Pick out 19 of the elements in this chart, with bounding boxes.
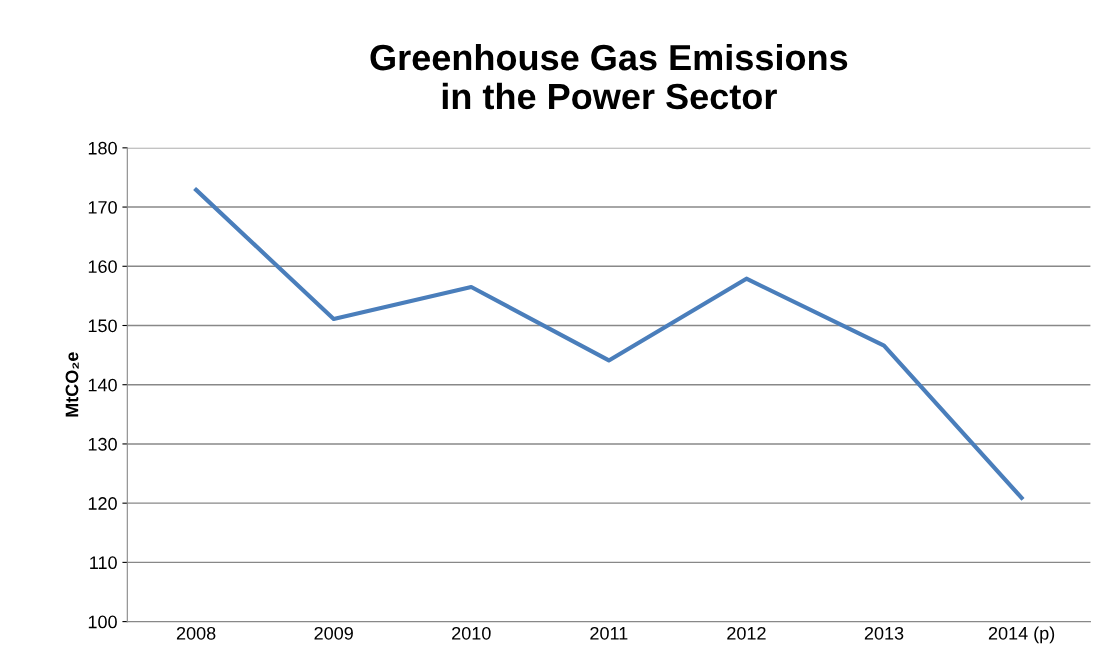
y-axis-title: MtCO₂e [65,352,79,417]
x-tick-label: 2014 (p) [988,626,1055,644]
x-tick-label: 2012 [727,626,766,640]
x-tick-label: 2011 [590,626,628,640]
y-tick-label: 130 [88,437,117,451]
y-tick-label: 150 [88,319,117,333]
y-tick-label: 170 [88,200,117,214]
x-tick-label: 2009 [314,626,353,640]
y-tick-label: 100 [88,615,117,629]
line-series [194,187,1024,500]
y-tick-label: 160 [88,260,117,273]
x-tick-label: 2010 [452,626,491,640]
y-tick-label: 140 [88,378,117,392]
x-tick-label: 2013 [864,626,904,640]
y-tick-label: 110 [90,556,117,570]
chart-title: Greenhouse Gas Emissions in the Power Sector [370,43,848,110]
x-tick-label: 2008 [176,626,216,640]
y-tick-label: 180 [88,141,117,155]
y-tick-label: 120 [88,497,117,510]
